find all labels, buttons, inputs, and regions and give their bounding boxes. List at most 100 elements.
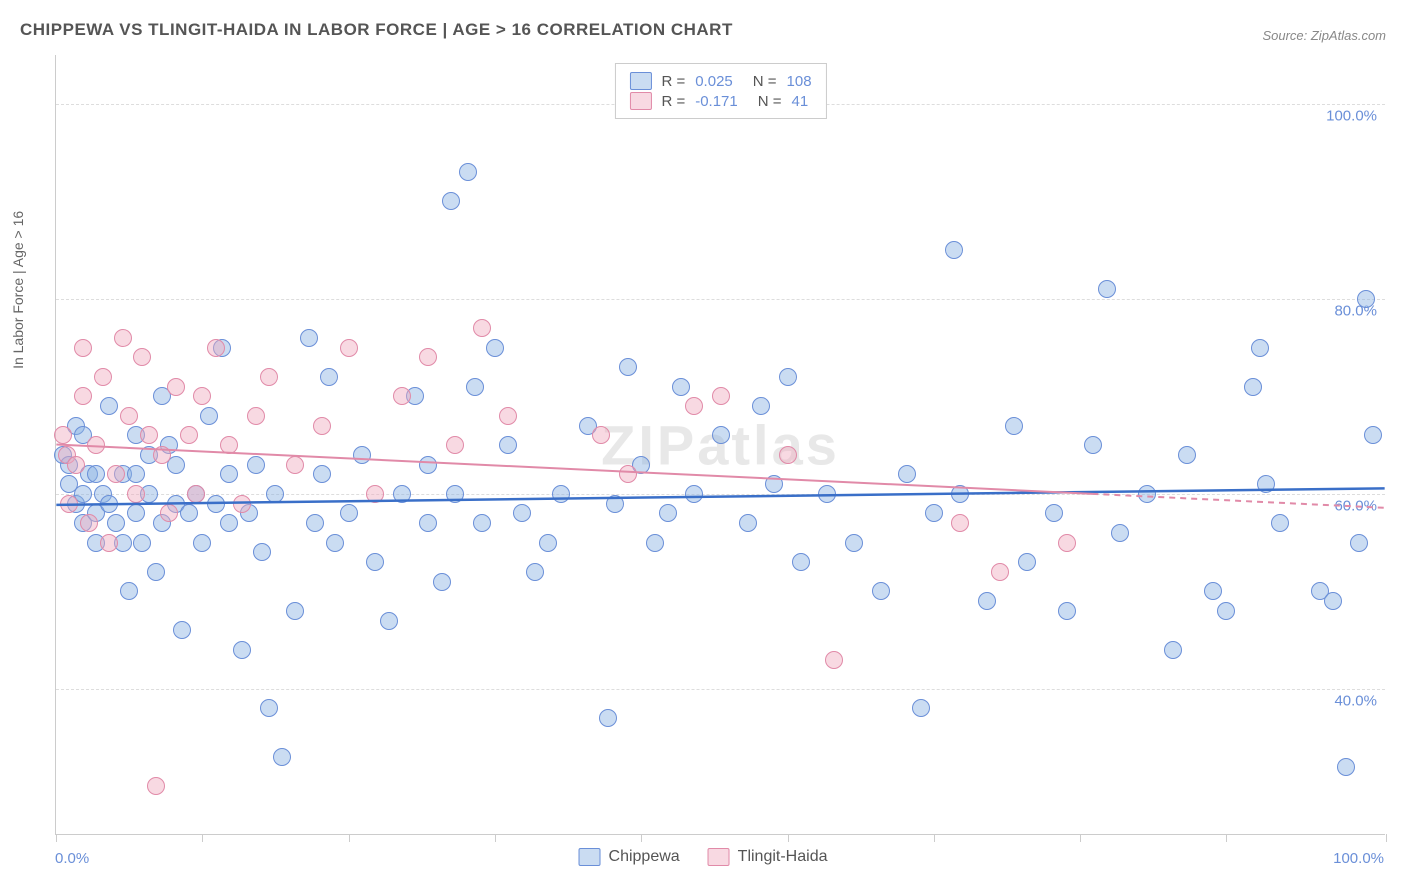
scatter-point xyxy=(220,465,238,483)
scatter-point xyxy=(419,348,437,366)
scatter-point xyxy=(779,368,797,386)
scatter-point xyxy=(220,436,238,454)
trend-lines xyxy=(56,55,1385,834)
scatter-point xyxy=(1058,602,1076,620)
scatter-point xyxy=(326,534,344,552)
scatter-point xyxy=(107,465,125,483)
scatter-point xyxy=(187,485,205,503)
y-tick-label: 60.0% xyxy=(1334,497,1377,514)
swatch-tlingit xyxy=(629,92,651,110)
swatch-chippewa xyxy=(629,72,651,90)
scatter-point xyxy=(1084,436,1102,454)
scatter-point xyxy=(945,241,963,259)
x-tick xyxy=(202,834,203,842)
scatter-point xyxy=(247,456,265,474)
n-value-tlingit: 41 xyxy=(792,93,809,110)
scatter-point xyxy=(1045,504,1063,522)
scatter-point xyxy=(1204,582,1222,600)
x-tick xyxy=(1226,834,1227,842)
scatter-point xyxy=(1337,758,1355,776)
scatter-point xyxy=(60,495,78,513)
x-axis-max-label: 100.0% xyxy=(1333,850,1384,867)
scatter-point xyxy=(260,368,278,386)
scatter-point xyxy=(300,329,318,347)
scatter-point xyxy=(120,582,138,600)
scatter-point xyxy=(646,534,664,552)
scatter-point xyxy=(207,339,225,357)
scatter-point xyxy=(845,534,863,552)
legend-label-chippewa: Chippewa xyxy=(609,848,680,866)
scatter-point xyxy=(147,777,165,795)
scatter-point xyxy=(393,387,411,405)
y-axis-label: In Labor Force | Age > 16 xyxy=(10,211,26,369)
scatter-point xyxy=(592,426,610,444)
scatter-point xyxy=(306,514,324,532)
plot-area: ZIPatlas 40.0%60.0%80.0%100.0% R = 0.025… xyxy=(55,55,1385,835)
scatter-point xyxy=(1138,485,1156,503)
scatter-point xyxy=(366,553,384,571)
scatter-point xyxy=(872,582,890,600)
scatter-point xyxy=(94,368,112,386)
correlation-legend: R = 0.025 N = 108 R = -0.171 N = 41 xyxy=(614,63,826,119)
scatter-point xyxy=(978,592,996,610)
scatter-point xyxy=(380,612,398,630)
scatter-point xyxy=(153,446,171,464)
scatter-point xyxy=(80,514,98,532)
scatter-point xyxy=(539,534,557,552)
scatter-point xyxy=(286,602,304,620)
scatter-point xyxy=(1005,417,1023,435)
scatter-point xyxy=(167,378,185,396)
scatter-point xyxy=(672,378,690,396)
scatter-point xyxy=(253,543,271,561)
scatter-point xyxy=(606,495,624,513)
x-tick xyxy=(641,834,642,842)
legend-item-tlingit: Tlingit-Haida xyxy=(708,848,828,866)
scatter-point xyxy=(100,495,118,513)
scatter-point xyxy=(127,504,145,522)
scatter-point xyxy=(925,504,943,522)
scatter-point xyxy=(1251,339,1269,357)
scatter-point xyxy=(685,485,703,503)
scatter-point xyxy=(180,504,198,522)
scatter-point xyxy=(120,407,138,425)
scatter-point xyxy=(619,465,637,483)
scatter-point xyxy=(659,504,677,522)
scatter-point xyxy=(619,358,637,376)
n-value-chippewa: 108 xyxy=(787,73,812,90)
source-credit: Source: ZipAtlas.com xyxy=(1262,28,1386,43)
scatter-point xyxy=(247,407,265,425)
x-tick xyxy=(1386,834,1387,842)
scatter-point xyxy=(266,485,284,503)
scatter-point xyxy=(67,456,85,474)
scatter-point xyxy=(599,709,617,727)
scatter-point xyxy=(100,397,118,415)
swatch-chippewa xyxy=(579,848,601,866)
r-value-tlingit: -0.171 xyxy=(695,93,738,110)
scatter-point xyxy=(260,699,278,717)
y-tick-label: 40.0% xyxy=(1334,692,1377,709)
scatter-point xyxy=(220,514,238,532)
scatter-point xyxy=(951,514,969,532)
scatter-point xyxy=(313,417,331,435)
scatter-point xyxy=(140,426,158,444)
scatter-point xyxy=(340,504,358,522)
r-value-chippewa: 0.025 xyxy=(695,73,733,90)
scatter-point xyxy=(340,339,358,357)
scatter-point xyxy=(442,192,460,210)
scatter-point xyxy=(1364,426,1382,444)
scatter-point xyxy=(1217,602,1235,620)
scatter-point xyxy=(513,504,531,522)
scatter-point xyxy=(127,485,145,503)
scatter-point xyxy=(951,485,969,503)
scatter-point xyxy=(233,641,251,659)
scatter-point xyxy=(1018,553,1036,571)
scatter-point xyxy=(133,534,151,552)
x-tick xyxy=(495,834,496,842)
scatter-point xyxy=(273,748,291,766)
legend-row-chippewa: R = 0.025 N = 108 xyxy=(629,72,811,90)
scatter-point xyxy=(207,495,225,513)
scatter-point xyxy=(779,446,797,464)
r-label: R = xyxy=(661,93,685,110)
scatter-point xyxy=(107,514,125,532)
scatter-point xyxy=(1098,280,1116,298)
